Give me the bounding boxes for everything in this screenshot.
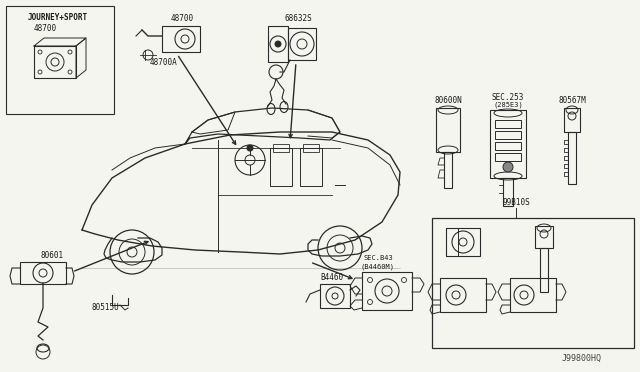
Bar xyxy=(503,178,513,206)
Bar xyxy=(540,248,548,292)
Text: JOURNEY+SPORT: JOURNEY+SPORT xyxy=(28,13,88,22)
Bar xyxy=(440,278,486,312)
Circle shape xyxy=(503,162,513,172)
Text: 80601: 80601 xyxy=(40,250,63,260)
Text: SEC.B43: SEC.B43 xyxy=(363,255,393,261)
Text: 48700A: 48700A xyxy=(149,58,177,67)
Bar xyxy=(34,46,76,78)
Text: 99B10S: 99B10S xyxy=(502,198,530,206)
Bar xyxy=(495,131,521,139)
Bar xyxy=(490,110,526,178)
Text: 80515U: 80515U xyxy=(91,304,119,312)
Bar xyxy=(303,144,319,152)
Bar xyxy=(495,153,521,161)
Bar xyxy=(320,284,350,308)
Text: B4460: B4460 xyxy=(321,273,344,282)
Bar xyxy=(6,6,114,114)
Text: (285E3): (285E3) xyxy=(493,102,523,108)
Text: 80567M: 80567M xyxy=(558,96,586,105)
Bar xyxy=(300,148,322,186)
Text: 48700: 48700 xyxy=(170,13,193,22)
Bar xyxy=(446,228,480,256)
Bar xyxy=(568,132,576,184)
Text: 80600N: 80600N xyxy=(434,96,462,105)
Circle shape xyxy=(247,145,253,151)
Bar xyxy=(444,152,452,188)
Bar xyxy=(162,26,200,52)
Text: 48700: 48700 xyxy=(33,23,56,32)
Bar xyxy=(273,144,289,152)
Text: 68632S: 68632S xyxy=(284,13,312,22)
Bar xyxy=(446,228,458,256)
Bar xyxy=(495,142,521,150)
Bar xyxy=(510,278,556,312)
Bar xyxy=(20,262,66,284)
Text: (B4460M): (B4460M) xyxy=(361,264,395,270)
Bar xyxy=(362,272,412,310)
Bar xyxy=(270,148,292,186)
Text: SEC.253: SEC.253 xyxy=(492,93,524,102)
Circle shape xyxy=(275,41,281,47)
Bar xyxy=(564,108,580,132)
Bar xyxy=(268,26,288,62)
Text: J99800HQ: J99800HQ xyxy=(562,353,602,362)
Bar xyxy=(495,120,521,128)
Bar xyxy=(535,226,553,248)
Bar xyxy=(436,108,460,152)
Bar xyxy=(288,28,316,60)
Bar xyxy=(432,218,634,348)
